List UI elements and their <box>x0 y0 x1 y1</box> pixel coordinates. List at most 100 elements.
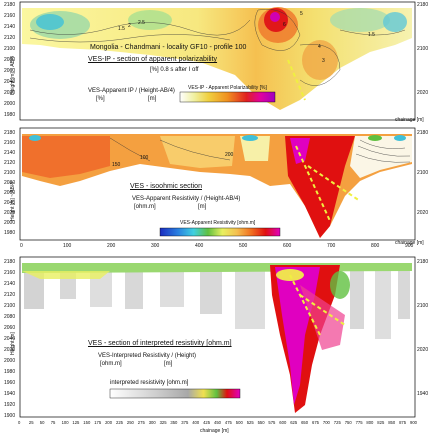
x-tick: 250 <box>127 420 135 425</box>
res-high-zone <box>22 136 110 178</box>
y-tick: 2080 <box>4 57 15 63</box>
y-tick: 2060 <box>4 325 15 331</box>
y-tick: 2080 <box>4 314 15 320</box>
ip-low-zone <box>330 8 390 32</box>
x-tick: 475 <box>225 420 233 425</box>
x-tick: 750 <box>345 420 353 425</box>
contour-label: 150 <box>112 162 121 168</box>
int-section-title: VES - section of interpreted resistivity… <box>88 340 232 347</box>
y-tick: 2020 <box>417 347 428 353</box>
x-tick-group: 0 25 50 75 100 125 150 175 200 225 250 275 300 325 350… <box>18 420 418 425</box>
y-tick: 2040 <box>4 200 15 206</box>
x-tick: 175 <box>94 420 102 425</box>
x-tick: 800 <box>366 420 374 425</box>
res-unit-right: [m] <box>198 204 207 210</box>
x-tick: 525 <box>247 420 255 425</box>
res-legend-bar <box>159 227 281 237</box>
y-tick: 2100 <box>417 170 428 176</box>
x-tick: 150 <box>83 420 91 425</box>
y-tick: 2040 <box>4 79 15 85</box>
y-tick: 2180 <box>4 130 15 136</box>
survey-title: Mongolia - Chandmani - locality GF10 - p… <box>90 44 247 51</box>
ip-anomaly-zone <box>302 40 338 80</box>
y-tick: 1940 <box>4 391 15 397</box>
ip-section-title: VES-IP - section of apparent polarizabil… <box>88 56 218 63</box>
contour-label: 200 <box>225 152 234 158</box>
x-tick: 600 <box>279 420 287 425</box>
contour-label: 2 <box>128 23 131 29</box>
x-tick: 225 <box>116 420 124 425</box>
ip-section-plot: 2180 2160 2140 2120 2100 2080 2060 2040 … <box>4 1 428 121</box>
x-tick: 850 <box>388 420 396 425</box>
int-unit-right: [m] <box>164 361 173 367</box>
x-tick: 775 <box>356 420 364 425</box>
x-tick: 700 <box>323 420 331 425</box>
contour-label: 1.5 <box>118 26 125 32</box>
y-tick: 1980 <box>4 230 15 236</box>
res-contours <box>109 137 411 163</box>
y-tick: 2000 <box>4 101 15 107</box>
res-unit-left: [ohm.m] <box>134 204 156 210</box>
x-axis-unit: chainage [m] <box>395 117 424 123</box>
x-tick: 25 <box>29 420 34 425</box>
resistivity-section-plot: 2180 2160 2140 2120 2100 2080 2060 2040 … <box>4 127 428 249</box>
y-tick: 1980 <box>4 369 15 375</box>
y-axis-label: Height [m] ~ AB/4 <box>10 181 16 221</box>
x-tick: 425 <box>203 420 211 425</box>
ip-contours <box>29 9 406 86</box>
x-tick: 200 <box>107 243 116 249</box>
x-tick: 625 <box>290 420 298 425</box>
resistivity-section-panel: 2180 2160 2140 2120 2100 2080 2060 2040 … <box>0 126 435 254</box>
x-tick: 125 <box>72 420 80 425</box>
x-tick: 900 <box>405 243 414 249</box>
res-surface-patch <box>29 135 41 141</box>
x-tick: 725 <box>334 420 342 425</box>
contour-label: 5 <box>300 11 303 17</box>
y-tick: 2160 <box>4 270 15 276</box>
contour-label: 2.5 <box>138 20 145 26</box>
res-surface-patch <box>368 135 382 141</box>
x-tick: 550 <box>258 420 266 425</box>
x-axis-unit: chainage [m] <box>200 428 229 434</box>
interpreted-resistivity-panel: 2180 2160 2140 2120 2100 2080 2060 2040 … <box>0 255 435 435</box>
res-surface-patch <box>394 135 406 141</box>
y-tick: 2000 <box>4 358 15 364</box>
y-tick: 2080 <box>4 180 15 186</box>
res-fault-line <box>307 165 361 202</box>
y-tick: 2020 <box>417 90 428 96</box>
x-tick: 500 <box>236 420 244 425</box>
res-low-zone <box>240 136 270 161</box>
y-tick: 2180 <box>417 2 428 8</box>
y-tick: 2060 <box>4 190 15 196</box>
y-tick: 2180 <box>4 2 15 8</box>
y-tick: 2100 <box>4 170 15 176</box>
y-tick: 1900 <box>4 413 15 419</box>
ip-legend-bar <box>179 91 276 103</box>
res-section-title: VES - isoohmic section <box>130 183 202 190</box>
y-tick: 2180 <box>417 130 428 136</box>
y-axis-label: Height [m] <box>10 332 16 355</box>
ip-axis-label: VES-Apparent IP / (Height-AB/4) <box>88 88 175 94</box>
int-legend-bar <box>109 388 241 399</box>
x-tick: 350 <box>170 420 178 425</box>
x-tick: 900 <box>410 420 418 425</box>
x-tick: 100 <box>63 243 72 249</box>
int-conductor-zone <box>300 285 345 350</box>
int-axis-label: VES-Interpreted Resistivity / (Height) <box>98 353 197 359</box>
int-fault-line <box>299 294 346 326</box>
res-right-zone <box>350 136 412 178</box>
ip-time-note: [%] 0.8 s after I off <box>150 67 199 73</box>
y-tick: 2020 <box>4 90 15 96</box>
contour-label: 100 <box>140 155 149 161</box>
y-tick: 2020 <box>4 210 15 216</box>
y-tick: 1980 <box>4 112 15 118</box>
x-tick: 650 <box>301 420 309 425</box>
ip-section-panel: 2180 2160 2140 2120 2100 2080 2060 2040 … <box>0 0 435 125</box>
x-tick: 50 <box>40 420 45 425</box>
x-tick: 400 <box>192 420 200 425</box>
y-tick: 2120 <box>4 35 15 41</box>
x-tick: 800 <box>371 243 380 249</box>
x-tick: 700 <box>327 243 336 249</box>
y-axis-label: Height [m] ~ AB/4 <box>10 55 16 95</box>
x-tick: 300 <box>151 243 160 249</box>
